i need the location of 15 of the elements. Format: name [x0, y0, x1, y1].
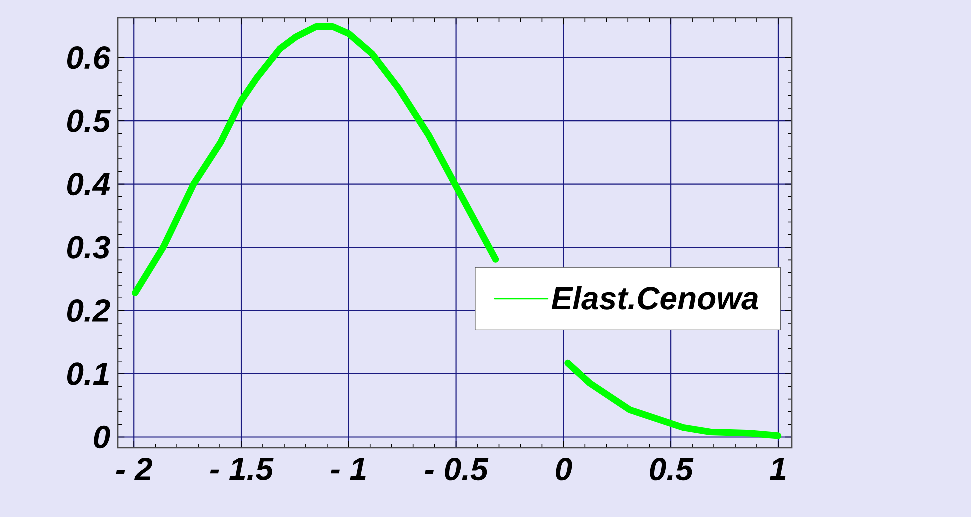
y-tick-label: 0.5: [67, 110, 112, 132]
y-tick-label: 0.2: [67, 299, 110, 322]
y-tick-label: 0.1: [67, 362, 109, 386]
legend-label: Elast.Cenowa: [552, 286, 758, 310]
x-tick-label: - 2: [116, 458, 152, 480]
x-tick-label: - 1: [331, 458, 366, 480]
x-tick-label: 0: [556, 458, 572, 481]
y-tick-label: 0.4: [67, 172, 110, 196]
x-tick-label: 0.5: [650, 458, 694, 481]
x-tick-label: 1: [770, 458, 786, 480]
x-tick-label: - 1.5: [210, 458, 274, 480]
y-tick-label: 0.3: [67, 236, 110, 259]
y-tick-label: 0.6: [67, 46, 111, 70]
x-tick-label: - 0.5: [425, 458, 489, 481]
y-tick-label: 0: [94, 426, 110, 449]
